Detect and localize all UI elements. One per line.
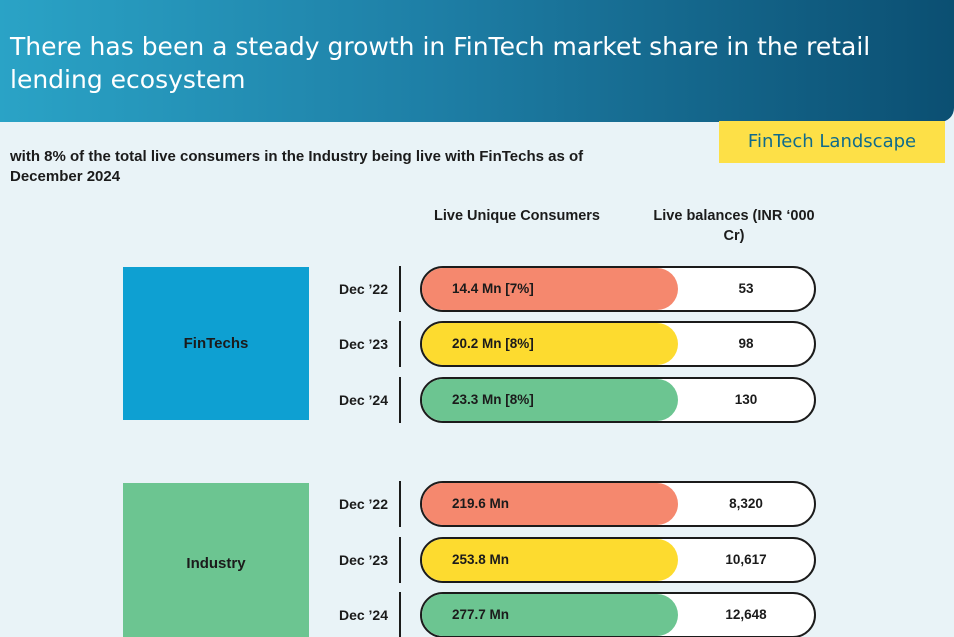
value-pill: 20.2 Mn [8%] 98 xyxy=(420,321,816,367)
balance-value: 53 xyxy=(738,281,754,296)
divider xyxy=(399,377,401,423)
value-pill: 277.7 Mn 12,648 xyxy=(420,592,816,637)
value-pill: 23.3 Mn [8%] 130 xyxy=(420,377,816,423)
period-label: Dec ’24 xyxy=(338,392,388,408)
period-label: Dec ’22 xyxy=(338,281,388,297)
consumers-segment xyxy=(422,539,678,581)
industry-row-dec24: Dec ’24 277.7 Mn 12,648 xyxy=(330,592,820,637)
balance-value: 98 xyxy=(738,336,754,351)
consumers-segment xyxy=(422,379,678,421)
consumers-segment xyxy=(422,483,678,525)
group-label-fintechs: FinTechs xyxy=(123,267,309,420)
consumers-value: 20.2 Mn [8%] xyxy=(452,336,534,351)
consumers-value: 23.3 Mn [8%] xyxy=(452,392,534,407)
section-tag: FinTech Landscape xyxy=(719,121,945,163)
title-banner: There has been a steady growth in FinTec… xyxy=(0,0,954,122)
industry-row-dec22: Dec ’22 219.6 Mn 8,320 xyxy=(330,481,820,527)
column-header-balances: Live balances (INR ‘000 Cr) xyxy=(653,208,815,244)
consumers-segment xyxy=(422,268,678,310)
consumers-value: 253.8 Mn xyxy=(452,552,510,567)
period-label: Dec ’24 xyxy=(338,607,388,623)
divider xyxy=(399,266,401,312)
value-pill: 14.4 Mn [7%] 53 xyxy=(420,266,816,312)
consumers-value: 219.6 Mn xyxy=(452,496,510,511)
subtitle: with 8% of the total live consumers in t… xyxy=(10,148,584,185)
consumers-value: 277.7 Mn xyxy=(452,607,510,622)
balance-value: 8,320 xyxy=(729,496,763,511)
divider xyxy=(399,321,401,367)
consumers-segment xyxy=(422,594,678,636)
value-pill: 219.6 Mn 8,320 xyxy=(420,481,816,527)
divider xyxy=(399,481,401,527)
divider xyxy=(399,592,401,637)
balance-value: 10,617 xyxy=(725,552,767,567)
period-label: Dec ’23 xyxy=(338,552,388,568)
balance-value: 130 xyxy=(734,392,758,407)
fintechs-row-dec22: Dec ’22 14.4 Mn [7%] 53 xyxy=(330,266,820,312)
group-label-industry: Industry xyxy=(123,483,309,637)
fintechs-row-dec23: Dec ’23 20.2 Mn [8%] 98 xyxy=(330,321,820,367)
column-header-consumers: Live Unique Consumers xyxy=(434,208,600,224)
period-label: Dec ’22 xyxy=(338,496,388,512)
consumers-segment xyxy=(422,323,678,365)
period-label: Dec ’23 xyxy=(338,336,388,352)
balance-value: 12,648 xyxy=(725,607,767,622)
divider xyxy=(399,537,401,583)
page-title: There has been a steady growth in FinTec… xyxy=(10,32,871,94)
consumers-value: 14.4 Mn [7%] xyxy=(452,281,534,296)
value-pill: 253.8 Mn 10,617 xyxy=(420,537,816,583)
fintechs-row-dec24: Dec ’24 23.3 Mn [8%] 130 xyxy=(330,377,820,423)
industry-row-dec23: Dec ’23 253.8 Mn 10,617 xyxy=(330,537,820,583)
